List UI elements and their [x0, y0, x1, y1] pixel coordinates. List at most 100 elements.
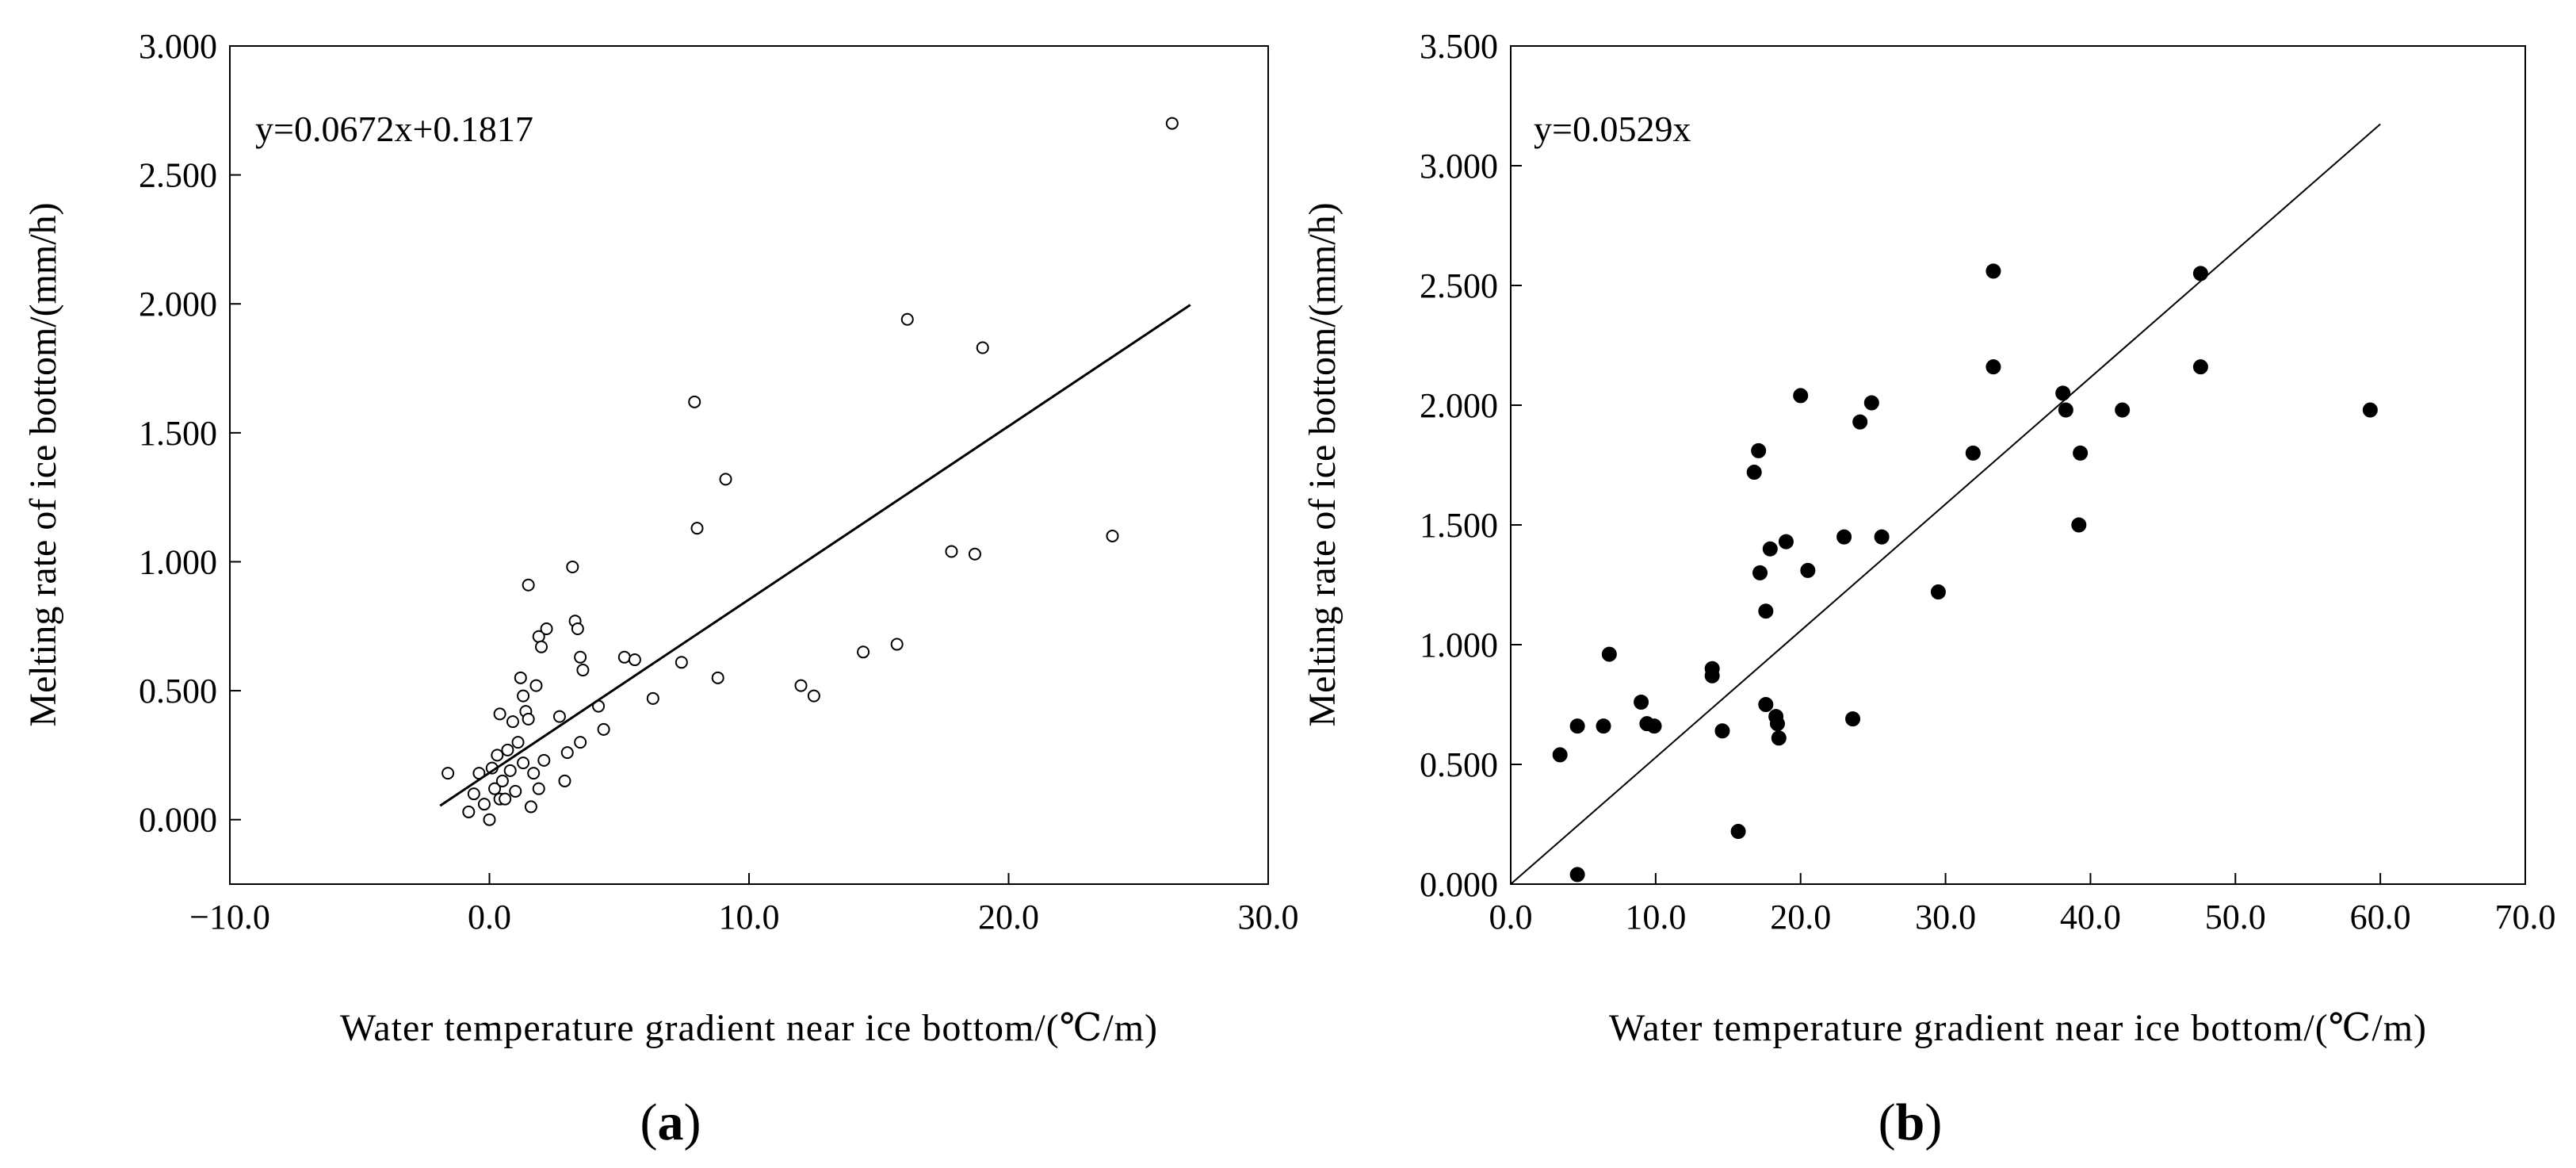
data-point [1762, 541, 1778, 557]
x-tick-label: 10.0 [719, 898, 780, 936]
data-point [1758, 697, 1774, 712]
x-tick-label: 20.0 [978, 898, 1039, 936]
data-point [1852, 414, 1868, 430]
data-point [1751, 442, 1767, 458]
x-tick-label: 10.0 [1625, 898, 1686, 936]
x-tick-label: 30.0 [1915, 898, 1976, 936]
panel-b-caption-letter: b [1896, 1093, 1925, 1151]
y-tick-label: 2.000 [139, 285, 217, 324]
data-point [462, 805, 476, 818]
panel-b-caption-open: ( [1878, 1093, 1896, 1151]
data-point [1165, 117, 1179, 130]
y-tick-label: 3.000 [1420, 147, 1498, 186]
data-point [688, 395, 701, 408]
data-point [690, 522, 704, 535]
data-point [1569, 718, 1585, 734]
panel-b-ticks [1510, 45, 2526, 885]
data-point [517, 756, 530, 770]
data-point [900, 312, 914, 326]
data-point [1596, 718, 1611, 734]
data-point [535, 640, 548, 653]
panel-a-y-axis-label: Melting rate of ice bottom/(mm/h) [22, 202, 64, 726]
y-tick-label: 3.000 [139, 27, 217, 66]
data-point [711, 671, 724, 684]
data-point [517, 689, 530, 703]
data-point [467, 787, 480, 801]
x-tick-label: 0.0 [468, 898, 511, 936]
data-point [617, 650, 631, 664]
y-tick-label: 2.500 [1420, 266, 1498, 305]
y-tick-label: 0.000 [1420, 865, 1498, 904]
data-point [1569, 867, 1585, 883]
data-point [1552, 747, 1568, 763]
data-point [491, 749, 504, 762]
panel-b-equation: y=0.0529x [1534, 109, 1691, 149]
panel-a-scatter-points [441, 117, 1179, 826]
panel-b: 0.0 10.0 20.0 30.0 40.0 50.0 60.0 70.0 0.000 0.5… [1301, 27, 2556, 1151]
panel-b-y-axis-label: Melting rate of ice bottom/(mm/h) [1301, 202, 1343, 726]
data-point [807, 689, 820, 703]
data-point [1746, 465, 1762, 481]
data-point [511, 736, 525, 749]
data-point [576, 664, 590, 677]
data-point [2362, 402, 2378, 418]
data-point [522, 712, 535, 726]
data-point [1634, 694, 1649, 710]
panel-a-caption: (a) [640, 1093, 701, 1151]
data-point [1730, 824, 1746, 840]
data-point [493, 707, 506, 721]
data-point [1930, 584, 1946, 600]
data-point [976, 341, 989, 354]
panel-b-x-axis-label: Water temperature gradient near ice bott… [1609, 1007, 2427, 1049]
panel-a: −10.0 0.0 10.0 20.0 30.0 0.000 0.500 1.000 1.50… [22, 27, 1299, 1151]
data-point [574, 650, 587, 664]
data-point [527, 767, 541, 780]
data-point [571, 622, 584, 636]
x-tick-label: 60.0 [2350, 898, 2411, 936]
data-point [2071, 517, 2087, 533]
data-point [1769, 716, 1785, 732]
x-tick-label: −10.0 [189, 898, 270, 936]
data-point [532, 782, 545, 795]
x-tick-label: 0.0 [1489, 898, 1533, 936]
panel-a-y-tick-labels: 0.000 0.500 1.000 1.500 2.000 2.500 3.000 [139, 27, 217, 840]
data-point [499, 792, 512, 806]
data-point [1646, 718, 1662, 734]
data-point [2115, 402, 2131, 418]
data-point [794, 679, 808, 692]
data-point [646, 691, 659, 705]
data-point [529, 679, 543, 692]
data-point [1601, 646, 1617, 662]
panel-b-caption: (b) [1878, 1093, 1943, 1151]
data-point [1986, 263, 2001, 279]
panel-a-caption-open: ( [640, 1093, 658, 1151]
data-point [945, 545, 958, 558]
y-tick-label: 1.500 [139, 414, 217, 453]
panel-b-x-tick-labels: 0.0 10.0 20.0 30.0 40.0 50.0 60.0 70.0 [1489, 898, 2556, 936]
data-point [524, 800, 537, 814]
y-tick-label: 1.000 [1420, 626, 1498, 664]
data-point [1758, 603, 1774, 619]
data-point [483, 813, 496, 826]
y-tick-label: 1.000 [139, 542, 217, 581]
data-point [574, 736, 587, 749]
panel-a-plot-frame [229, 45, 1269, 885]
panel-a-caption-close: ) [684, 1093, 701, 1151]
panel-b-caption-close: ) [1924, 1093, 1942, 1151]
data-point [719, 473, 732, 486]
x-tick-label: 20.0 [1770, 898, 1831, 936]
panel-a-fit-line [439, 304, 1191, 807]
x-tick-label: 70.0 [2495, 898, 2556, 936]
data-point [890, 638, 904, 651]
data-point [968, 547, 981, 561]
data-point [509, 784, 522, 798]
y-tick-label: 0.500 [1420, 745, 1498, 784]
data-point [514, 671, 527, 684]
data-point [1874, 529, 1890, 545]
data-point [540, 622, 553, 636]
panel-b-scatter-points [1552, 263, 2378, 883]
data-point [1704, 668, 1720, 684]
panel-a-caption-letter: a [658, 1093, 684, 1151]
x-tick-label: 40.0 [2060, 898, 2121, 936]
